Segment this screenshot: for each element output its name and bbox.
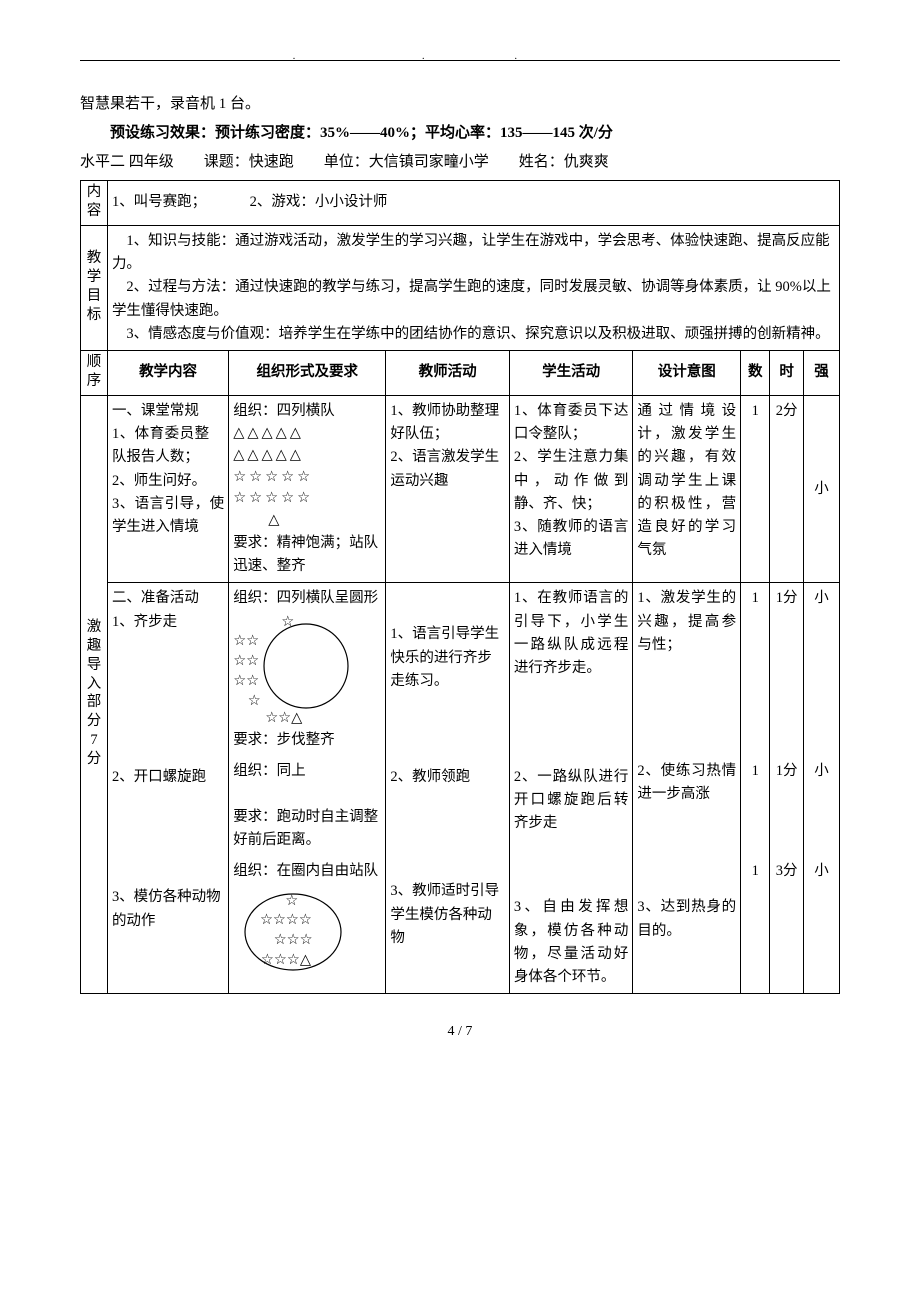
r4-content: 3、模仿各种动物的动作 (107, 856, 228, 993)
header-org: 组织形式及要求 (229, 350, 386, 395)
r2-content: 二、准备活动 1、齐步走 (107, 583, 228, 756)
r4-org-label: 组织：在圈内自由站队 (233, 860, 381, 883)
r2-time: 1分 (770, 583, 804, 756)
header-time: 时 (770, 350, 804, 395)
header-num: 数 (741, 350, 770, 395)
circle-icon (261, 621, 351, 711)
header-student: 学生活动 (509, 350, 633, 395)
r4-num: 1 (741, 856, 770, 993)
r2-diagram: ☆ ☆☆ ☆☆ ☆☆ ☆ ☆☆△ (233, 611, 381, 721)
pre-text: 智慧果若干，录音机 1 台。 (80, 91, 840, 118)
r2-star-bottom: ☆☆△ (265, 707, 302, 730)
goal-2: 2、过程与方法：通过快速跑的教学与练习，提高学生跑的速度，同时发展灵敏、协调等身… (112, 276, 835, 322)
r2-teacher: 1、语言引导学生快乐的进行齐步走练习。 (386, 583, 510, 756)
r1-org: 组织：四列横队 △△△△△ △△△△△ ☆☆☆☆☆ ☆☆☆☆☆ △ 要求：精神饱… (229, 396, 386, 583)
r4-time: 3分 (770, 856, 804, 993)
r3-num: 1 (741, 756, 770, 857)
r2-org-req: 要求：步伐整齐 (233, 729, 381, 752)
r1-org-symbols: △△△△△ △△△△△ ☆☆☆☆☆ ☆☆☆☆☆ △ (233, 423, 381, 532)
header-intensity: 强 (804, 350, 840, 395)
r2-student: 1、在教师语言的引导下，小学生一路纵队成远程进行齐步走。 (509, 583, 633, 756)
r4-student: 3、自由发挥想象，模仿各种动物，尽量活动好身体各个环节。 (509, 856, 633, 993)
goals-cell: 1、知识与技能：通过游戏活动，激发学生的学习兴趣，让学生在游戏中，学会思考、体验… (107, 226, 839, 351)
header-teacher: 教师活动 (386, 350, 510, 395)
top-rule (80, 60, 840, 61)
r4-design: 3、达到热身的目的。 (633, 856, 741, 993)
r3-design: 2、使练习热情进一步高涨 (633, 756, 741, 857)
r1-student: 1、体育委员下达口令整队； 2、学生注意力集中，动作做到静、齐、快； 3、随教师… (509, 396, 633, 583)
r3-intensity: 小 (804, 756, 840, 857)
r3-teacher: 2、教师领跑 (386, 756, 510, 857)
r2-star-left: ☆☆ ☆☆ ☆☆ ☆ (233, 631, 261, 712)
r2-design: 1、激发学生的兴趣，提高参与性； (633, 583, 741, 756)
header-teach-content: 教学内容 (107, 350, 228, 395)
label-section: 激趣导入部分7分 (81, 396, 108, 994)
label-order: 顺序 (81, 350, 108, 395)
goal-3: 3、情感态度与价值观：培养学生在学练中的团结协作的意识、探究意识以及积极进取、顽… (112, 323, 835, 346)
lesson-table: 内容 1、叫号赛跑； 2、游戏：小小设计师 教学目标 1、知识与技能：通过游戏活… (80, 180, 840, 994)
r1-org-req: 要求：精神饱满；站队迅速、整齐 (233, 532, 381, 578)
r4-org: 组织：在圈内自由站队 ☆ ☆☆☆☆ ☆☆☆ ☆☆☆△ (229, 856, 386, 993)
r4-diagram: ☆ ☆☆☆☆ ☆☆☆ ☆☆☆△ (233, 884, 381, 974)
r2-org: 组织：四列横队呈圆形 ☆ ☆☆ ☆☆ ☆☆ ☆ ☆☆△ 要求：步伐整齐 (229, 583, 386, 756)
r2-org-label: 组织：四列横队呈圆形 (233, 587, 381, 610)
r2-intensity: 小 (804, 583, 840, 756)
r1-content: 一、课堂常规 1、体育委员整 队报告人数； 2、师生问好。 3、语言引导，使学生… (107, 396, 228, 583)
r3-time: 1分 (770, 756, 804, 857)
label-content: 内容 (81, 181, 108, 226)
page-footer: 4 / 7 (80, 1024, 840, 1040)
r3-student: 2、一路纵队进行开口螺旋跑后转齐步走 (509, 756, 633, 857)
page: 智慧果若干，录音机 1 台。 预设练习效果：预计练习密度：35%——40%；平均… (0, 0, 920, 1302)
r1-intensity: 小 (804, 396, 840, 583)
r1-teacher: 1、教师协助整理好队伍； 2、语言激发学生运动兴趣 (386, 396, 510, 583)
goal-1: 1、知识与技能：通过游戏活动，激发学生的学习兴趣，让学生在游戏中，学会思考、体验… (112, 230, 835, 276)
r1-org-label: 组织：四列横队 (233, 400, 381, 423)
content-row: 1、叫号赛跑； 2、游戏：小小设计师 (107, 181, 839, 226)
r4-intensity: 小 (804, 856, 840, 993)
r1-num: 1 (741, 396, 770, 583)
r2-num: 1 (741, 583, 770, 756)
r4-star-lines: ☆☆☆☆ ☆☆☆ ☆☆☆△ (259, 910, 313, 971)
r4-teacher: 3、教师适时引导学生模仿各种动物 (386, 856, 510, 993)
label-goals: 教学目标 (81, 226, 108, 351)
meta-line: 水平二 四年级 课题：快速跑 单位：大信镇司家疃小学 姓名：仇爽爽 (80, 149, 840, 176)
header-design: 设计意图 (633, 350, 741, 395)
r1-time: 2分 (770, 396, 804, 583)
preset-line: 预设练习效果：预计练习密度：35%——40%；平均心率：135——145 次/分 (80, 120, 840, 147)
r3-content: 2、开口螺旋跑 (107, 756, 228, 857)
r3-org: 组织：同上 要求：跑动时自主调整好前后距离。 (229, 756, 386, 857)
r1-design: 通过情境设计，激发学生的兴趣，有效调动学生上课的积极性，营造良好的学习气氛 (633, 396, 741, 583)
